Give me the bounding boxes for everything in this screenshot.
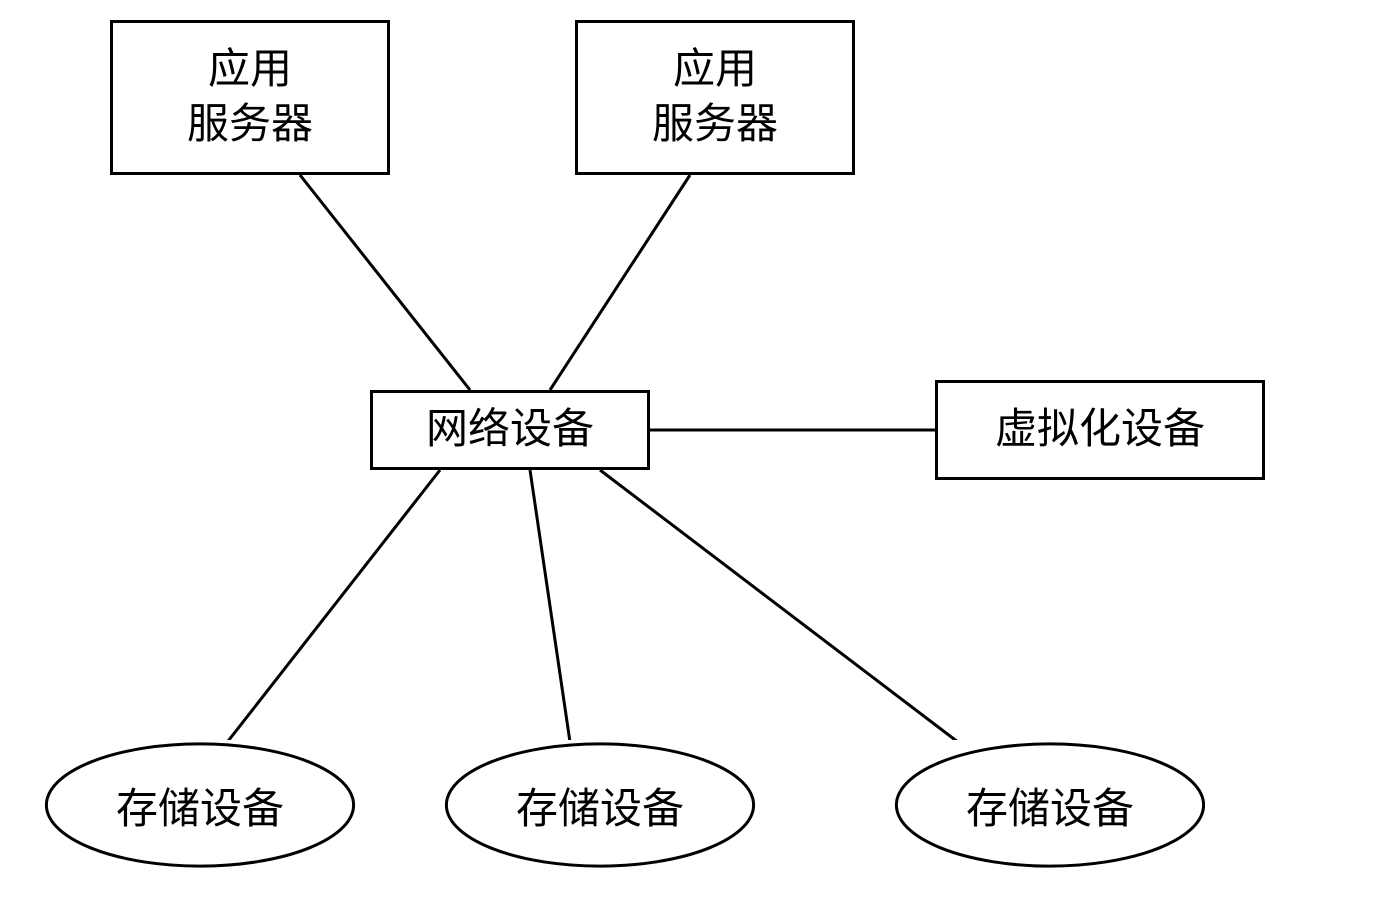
node-label: 应用 服务器 bbox=[652, 43, 778, 152]
node-label: 应用 服务器 bbox=[187, 43, 313, 152]
node-storage-1: 存储设备 bbox=[40, 740, 360, 870]
edge-line bbox=[530, 470, 570, 742]
edge-line bbox=[600, 470, 975, 755]
node-label: 虚拟化设备 bbox=[995, 403, 1205, 458]
node-virtual-device: 虚拟化设备 bbox=[935, 380, 1265, 480]
edge-line bbox=[300, 175, 470, 390]
node-label: 存储设备 bbox=[116, 775, 284, 836]
node-label: 网络设备 bbox=[426, 403, 594, 458]
node-app-server-1: 应用 服务器 bbox=[110, 20, 390, 175]
node-app-server-2: 应用 服务器 bbox=[575, 20, 855, 175]
edge-line bbox=[225, 470, 440, 745]
node-storage-3: 存储设备 bbox=[890, 740, 1210, 870]
node-label: 存储设备 bbox=[966, 775, 1134, 836]
edge-line bbox=[550, 175, 690, 390]
node-network-device: 网络设备 bbox=[370, 390, 650, 470]
node-label: 存储设备 bbox=[516, 775, 684, 836]
node-storage-2: 存储设备 bbox=[440, 740, 760, 870]
